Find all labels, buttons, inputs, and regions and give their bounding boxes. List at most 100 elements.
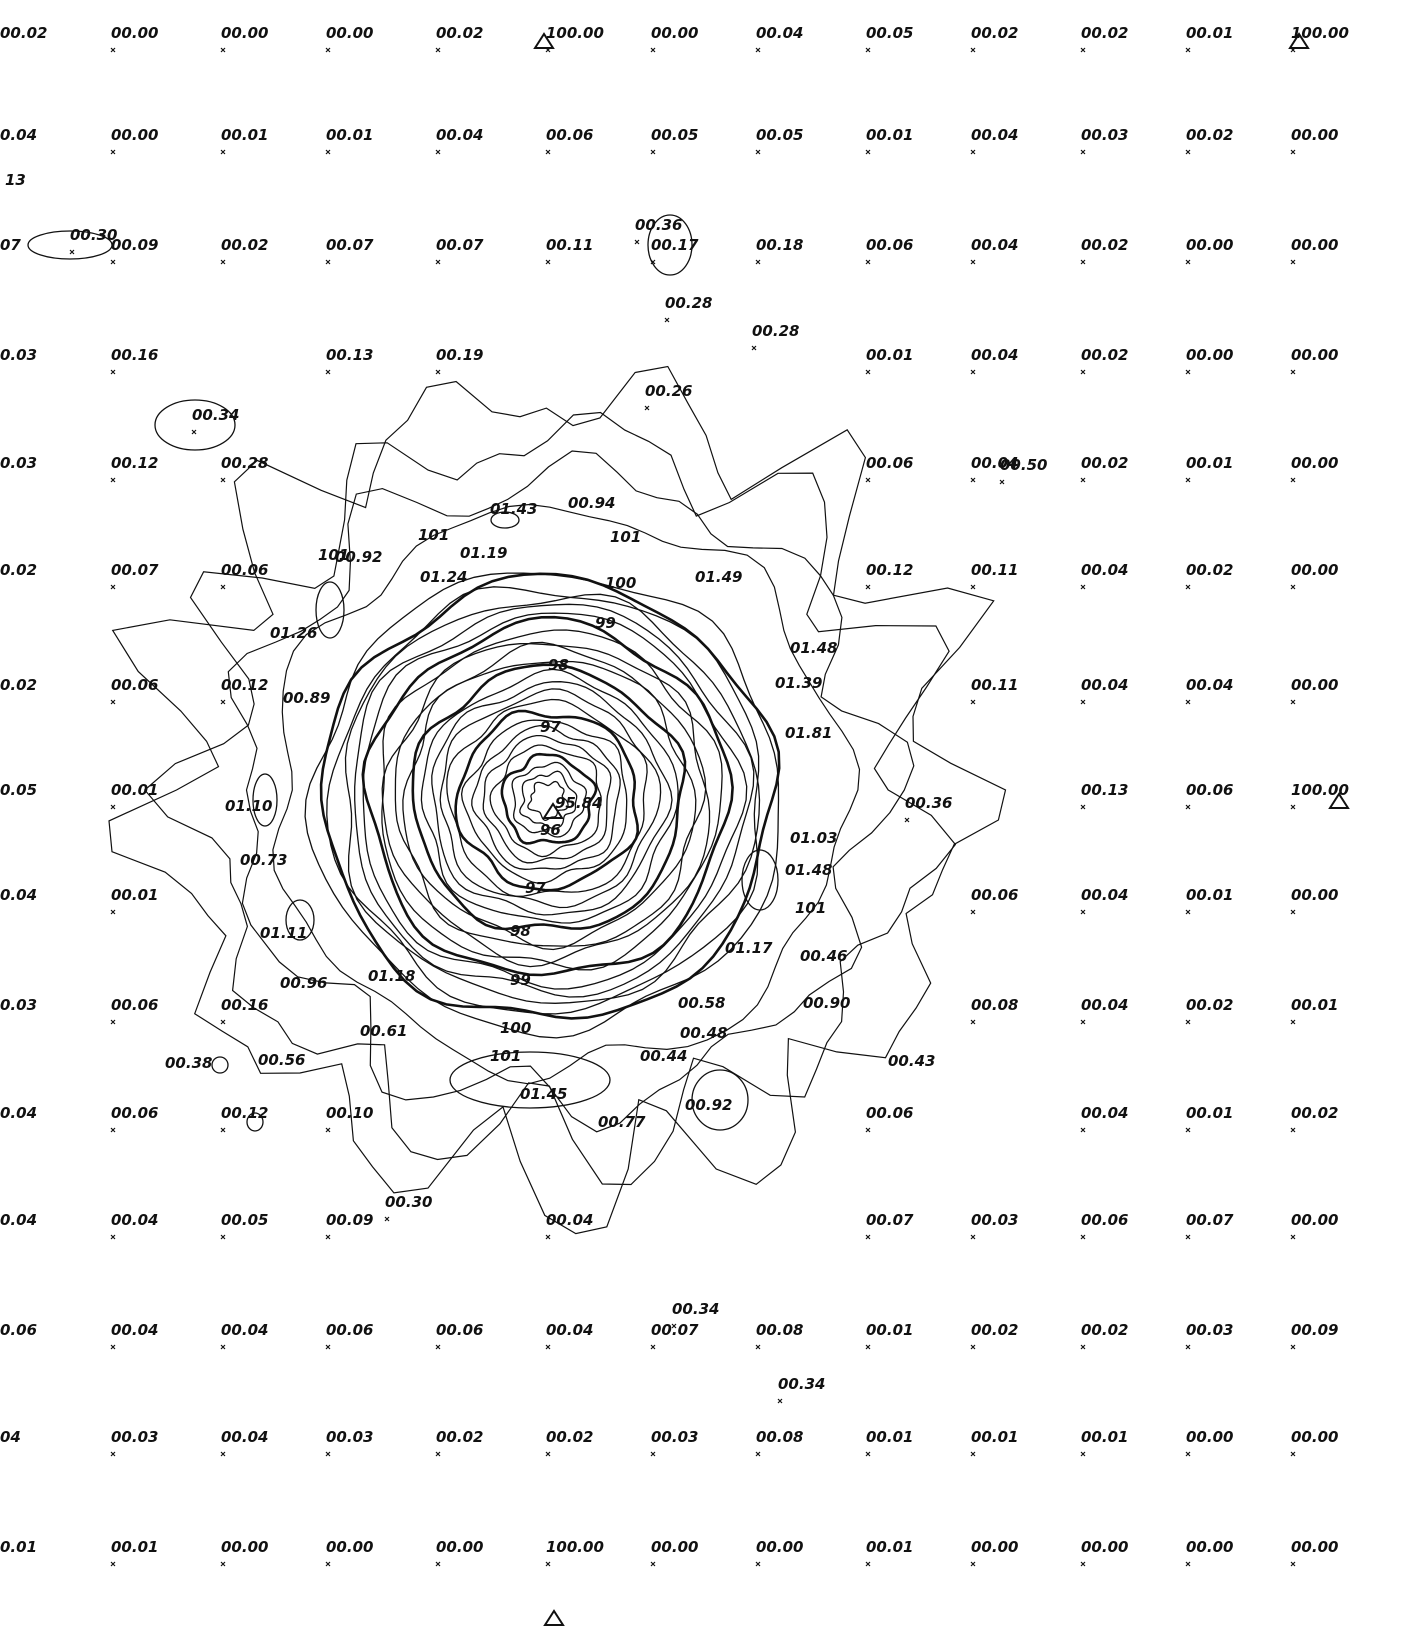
point-marker [970, 369, 976, 375]
point-marker [865, 369, 871, 375]
grid-value: 00.09 [1291, 1321, 1338, 1339]
grid-value: 00.02 [546, 1428, 593, 1446]
contour-label: 98 [510, 922, 531, 940]
point-marker [545, 1344, 551, 1350]
point-marker [1290, 369, 1296, 375]
grid-value: 00.04 [971, 346, 1018, 364]
grid-value: 00.06 [546, 126, 593, 144]
point-marker [970, 699, 976, 705]
point-marker [755, 259, 761, 265]
grid-value: 00.02 [1081, 454, 1128, 472]
grid-value: 0.04 [0, 1211, 37, 1229]
grid-value: 00.11 [971, 561, 1018, 579]
grid-value: 00.00 [1291, 1211, 1338, 1229]
contour-line [449, 1051, 611, 1109]
grid-value: 00.00 [1081, 1538, 1128, 1556]
point-marker [865, 584, 871, 590]
grid-value: 00.09 [111, 236, 158, 254]
grid-value: 0.03 [0, 996, 37, 1014]
grid-value: 00.19 [436, 346, 483, 364]
contour-line [227, 450, 915, 1133]
contour-label: 00.90 [803, 994, 850, 1012]
point-marker [110, 1127, 116, 1133]
contour-label: 00.92 [685, 1096, 732, 1114]
contour-label: 01.10 [225, 797, 272, 815]
point-marker [904, 817, 910, 823]
contour-label: 01.39 [775, 674, 822, 692]
grid-value: 00.13 [326, 346, 373, 364]
contour-label: 97 [525, 879, 546, 897]
point-marker [1290, 909, 1296, 915]
point-marker [110, 699, 116, 705]
point-marker [755, 1561, 761, 1567]
point-marker [1080, 1127, 1086, 1133]
contour-label: 101 [418, 526, 449, 544]
point-marker [435, 1344, 441, 1350]
grid-value: 00.04 [221, 1321, 268, 1339]
extra-value: 00.34 [778, 1375, 825, 1393]
point-marker [755, 149, 761, 155]
extra-value: 00.34 [192, 406, 239, 424]
contour-label: 101 [795, 899, 826, 917]
contour-label: 00.61 [360, 1022, 407, 1040]
contour-line [252, 773, 278, 827]
grid-value: 00.07 [436, 236, 484, 254]
contour-label: 01.18 [368, 967, 415, 985]
point-marker [1080, 1451, 1086, 1457]
grid-value: 00.02 [221, 236, 268, 254]
contour-label: 00.58 [678, 994, 725, 1012]
grid-value: 00.06 [1186, 781, 1233, 799]
grid-value: 00.04 [756, 24, 803, 42]
point-marker [1185, 1344, 1191, 1350]
grid-value: 00.07 [1186, 1211, 1234, 1229]
point-marker [865, 259, 871, 265]
point-marker [1185, 699, 1191, 705]
point-marker [865, 47, 871, 53]
contour-line [381, 629, 723, 971]
contour-line [143, 411, 957, 1186]
contour-label: 01.43 [490, 500, 537, 518]
point-marker [970, 47, 976, 53]
grid-value: 00.06 [866, 236, 913, 254]
point-marker [1185, 369, 1191, 375]
contour-line [439, 688, 662, 909]
grid-value: 00.04 [111, 1321, 158, 1339]
contour-line [500, 752, 598, 845]
point-marker [970, 1344, 976, 1350]
grid-value: 00.01 [1186, 454, 1233, 472]
point-marker [325, 259, 331, 265]
grid-value: 00.17 [651, 236, 699, 254]
point-marker [970, 1234, 976, 1240]
grid-value: 00.06 [866, 1104, 913, 1122]
point-marker [970, 149, 976, 155]
grid-value: 00.01 [866, 1428, 913, 1446]
point-marker [435, 259, 441, 265]
contour-line [304, 572, 780, 1039]
grid-value: 00.16 [221, 996, 268, 1014]
point-marker [1080, 909, 1086, 915]
point-marker [777, 1398, 783, 1404]
grid-value: 00.12 [111, 454, 158, 472]
point-marker [1185, 1127, 1191, 1133]
grid-value: 00.12 [221, 676, 268, 694]
point-marker [110, 149, 116, 155]
point-marker [1290, 804, 1296, 810]
grid-value: 00.01 [1291, 996, 1338, 1014]
grid-value: 00.01 [111, 1538, 158, 1556]
grid-value: 00.00 [1186, 1538, 1233, 1556]
grid-value: 00.02 [971, 1321, 1018, 1339]
grid-value: 00.04 [436, 126, 483, 144]
grid-value: 00.06 [221, 561, 268, 579]
grid-value: 00.04 [1081, 886, 1128, 904]
grid-value: 00.00 [111, 126, 158, 144]
grid-value: 00.00 [1291, 561, 1338, 579]
point-marker [755, 1344, 761, 1350]
grid-value: 00.02 [1186, 126, 1233, 144]
point-marker [970, 909, 976, 915]
contour-label: 00.43 [888, 1052, 935, 1070]
grid-value: 00.08 [756, 1428, 803, 1446]
contour-line [154, 399, 236, 451]
contour-label: 01.03 [790, 829, 837, 847]
point-marker [435, 1451, 441, 1457]
grid-value: 00.08 [756, 1321, 803, 1339]
